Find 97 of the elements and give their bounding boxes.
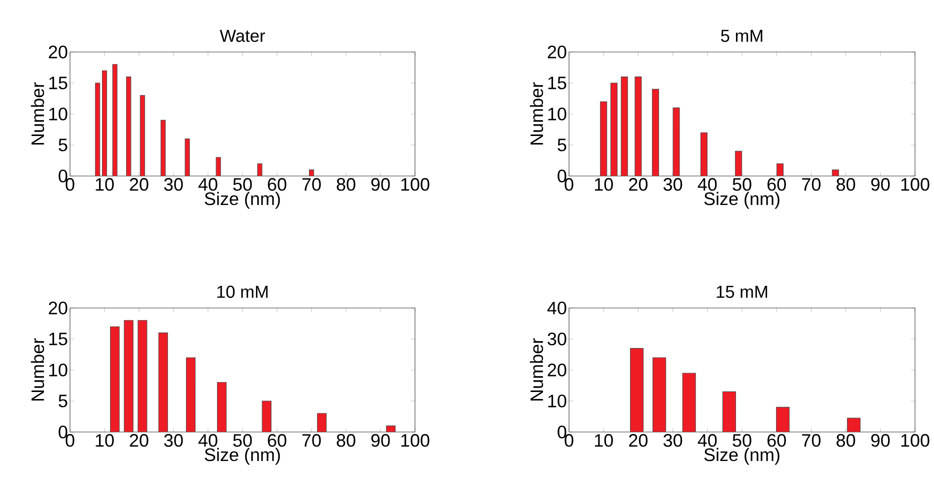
chart-title: 5 mM (721, 30, 762, 42)
y-tick-label: 15 (49, 76, 68, 90)
x-tick-label: 50 (233, 178, 252, 191)
bar (124, 320, 134, 432)
y-tick-label: 10 (548, 394, 566, 408)
bar (217, 382, 227, 432)
x-tick-label: 70 (302, 178, 321, 191)
bar (682, 372, 696, 432)
y-tick-label: 10 (548, 108, 566, 120)
y-tick-label: 15 (49, 332, 68, 346)
y-tick-label: 20 (548, 46, 566, 58)
y-tick-label: 5 (58, 138, 68, 152)
bar (158, 332, 168, 432)
x-tick-label: 30 (164, 178, 183, 191)
bar (652, 88, 660, 176)
x-tick-label: 100 (901, 178, 930, 191)
x-tick-label: 90 (371, 178, 390, 191)
bar (652, 357, 666, 432)
bar (610, 82, 618, 176)
x-tick-label: 60 (768, 434, 786, 447)
y-axis-title: Number (30, 338, 44, 401)
chart-title: 10 mM (217, 286, 268, 298)
y-axis-title: Number (530, 338, 544, 401)
bar (722, 391, 736, 432)
x-tick-label: 80 (336, 434, 356, 447)
x-tick-label: 10 (96, 434, 114, 447)
bar (776, 163, 784, 176)
bar (138, 320, 148, 432)
x-tick-label: 80 (836, 178, 856, 191)
x-tick-label: 80 (836, 434, 856, 447)
y-tick-label: 5 (58, 394, 68, 408)
y-tick-label: 0 (558, 426, 566, 438)
x-tick-label: 60 (268, 178, 286, 191)
x-tick-label: 10 (96, 178, 114, 191)
bar (634, 76, 642, 176)
x-tick-label: 70 (302, 434, 321, 447)
bar (620, 76, 628, 176)
y-tick-label: 15 (548, 76, 566, 90)
x-tick-label: 40 (198, 434, 218, 447)
bar (186, 357, 196, 432)
chart-title: Water (220, 30, 266, 42)
x-tick-label: 60 (768, 178, 786, 191)
bar (317, 413, 327, 432)
y-tick-label: 40 (547, 302, 566, 314)
x-tick-label: 40 (698, 178, 717, 191)
y-tick-label: 30 (548, 332, 566, 346)
x-tick-label: 100 (401, 178, 430, 191)
bar (262, 400, 272, 432)
x-tick-label: 100 (401, 434, 430, 447)
bar (600, 101, 608, 176)
x-tick-label: 90 (871, 178, 890, 191)
x-axis-title: Size (nm) (204, 448, 280, 465)
y-tick-label: 20 (548, 364, 566, 376)
bar (847, 418, 861, 432)
x-tick-label: 70 (802, 178, 821, 191)
x-tick-label: 100 (901, 434, 930, 447)
x-tick-label: 20 (629, 434, 648, 447)
bar (776, 406, 790, 432)
x-axis-title: Size (nm) (204, 192, 280, 209)
y-tick-label: 0 (58, 170, 68, 182)
x-tick-label: 50 (732, 434, 752, 447)
y-tick-label: 20 (48, 46, 68, 58)
x-tick-label: 10 (594, 178, 613, 191)
x-axis-title: Size (nm) (704, 192, 780, 209)
x-tick-label: 60 (268, 434, 286, 447)
x-tick-label: 90 (871, 434, 890, 447)
bar (110, 326, 120, 432)
x-tick-label: 40 (198, 178, 218, 191)
x-tick-label: 10 (594, 434, 613, 447)
x-tick-label: 80 (336, 178, 356, 191)
y-axis-title: Number (30, 82, 44, 145)
x-tick-label: 30 (663, 178, 682, 191)
y-tick-label: 5 (558, 138, 566, 152)
x-tick-label: 50 (732, 178, 752, 191)
bar (700, 132, 708, 176)
x-tick-label: 30 (164, 434, 183, 447)
y-tick-label: 0 (58, 426, 68, 438)
x-axis-title: Size (nm) (704, 448, 780, 465)
y-tick-label: 0 (558, 170, 566, 182)
y-tick-label: 10 (49, 364, 68, 376)
bar (386, 426, 396, 432)
bar (672, 108, 680, 176)
y-tick-label: 10 (49, 108, 68, 120)
x-tick-label: 50 (233, 434, 252, 447)
y-axis-title: Number (530, 82, 544, 145)
x-tick-label: 70 (802, 434, 821, 447)
x-tick-label: 20 (130, 434, 148, 447)
x-tick-label: 20 (130, 178, 148, 191)
y-tick-label: 20 (48, 302, 68, 314)
x-tick-label: 40 (698, 434, 717, 447)
bar (832, 170, 839, 176)
bar (630, 348, 644, 432)
x-tick-label: 30 (663, 434, 682, 447)
x-tick-label: 90 (371, 434, 390, 447)
bar (735, 150, 742, 176)
x-tick-label: 20 (629, 178, 648, 191)
chart-title: 15 mM (716, 286, 768, 298)
